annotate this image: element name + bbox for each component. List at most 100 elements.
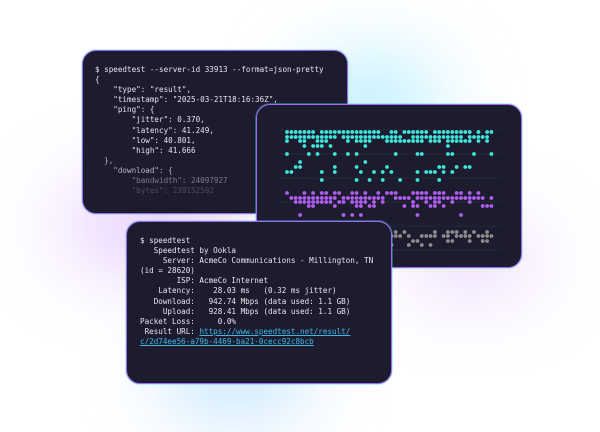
json-line: "type": "result", xyxy=(95,85,192,95)
download-dot xyxy=(459,139,463,143)
json-line: "latency": 41.249, xyxy=(95,125,214,135)
download-dot xyxy=(411,135,415,139)
download-dot xyxy=(354,178,359,182)
upload-dot xyxy=(332,191,337,195)
upload-dot xyxy=(424,200,429,204)
download-dot xyxy=(311,130,315,134)
download-dot xyxy=(380,170,385,174)
latency-dot xyxy=(406,234,411,238)
latency-dot xyxy=(446,234,450,238)
download-dot xyxy=(293,130,298,134)
upload-dot xyxy=(467,200,472,204)
latency-dot xyxy=(419,234,424,238)
json-line: "bytes": 239152592 xyxy=(95,186,214,196)
download-dot xyxy=(463,139,468,143)
upload-dot xyxy=(437,191,442,195)
download-dot xyxy=(385,165,389,169)
download-dot xyxy=(454,135,459,139)
json-line: "ping": { xyxy=(95,105,155,115)
download-dot xyxy=(415,139,420,143)
latency-dot xyxy=(463,230,468,234)
download-dot xyxy=(311,135,315,139)
download-dot xyxy=(446,152,450,156)
download-dot xyxy=(450,170,455,174)
download-dot xyxy=(293,165,298,169)
download-dot xyxy=(359,130,363,134)
upload-dot xyxy=(363,196,368,200)
upload-dot xyxy=(311,196,315,200)
latency-dot xyxy=(463,234,468,238)
download-dot xyxy=(359,135,363,139)
result-url-link-cont[interactable]: c/2d74ee56-a79b-4469-ba21-0cecc92c8bcb xyxy=(140,336,314,346)
upload-dot xyxy=(467,191,472,195)
upload-dot xyxy=(319,191,324,195)
download-dot xyxy=(450,130,455,134)
upload-dot xyxy=(433,196,437,200)
latency-line: Latency: 28.03 ms (0.32 ms jitter) xyxy=(140,286,337,296)
upload-dot xyxy=(324,191,329,195)
result-url-link[interactable]: https://www.speedtest.net/result/ xyxy=(199,326,351,336)
download-dot xyxy=(302,144,307,148)
json-line: { xyxy=(95,75,100,85)
upload-dot xyxy=(372,196,376,200)
latency-dot xyxy=(480,234,485,238)
latency-dot xyxy=(467,234,472,238)
download-dot xyxy=(389,170,394,174)
download-dot xyxy=(324,139,329,143)
upload-dot xyxy=(476,191,481,195)
download-dot xyxy=(433,170,437,174)
download-dot xyxy=(315,135,320,139)
upload-dot xyxy=(476,196,481,200)
download-dot xyxy=(289,135,294,139)
download-dot xyxy=(428,170,433,174)
download-dot xyxy=(467,130,472,134)
download-dot xyxy=(476,130,481,134)
packet-loss-line: Packet Loss: 0.0% xyxy=(140,316,237,326)
download-dot xyxy=(393,130,398,134)
upload-dot xyxy=(398,196,402,200)
upload-dot xyxy=(315,200,320,204)
latency-dot xyxy=(485,234,489,238)
download-dot xyxy=(341,135,346,139)
upload-dot xyxy=(328,196,333,200)
download-dot xyxy=(459,130,463,134)
download-dot xyxy=(332,165,337,169)
download-dot xyxy=(319,139,324,143)
download-dot xyxy=(306,135,311,139)
download-dot xyxy=(441,165,446,169)
download-dot xyxy=(393,152,398,156)
latency-dot xyxy=(485,230,489,234)
latency-dot xyxy=(454,230,459,234)
upload-dot xyxy=(350,213,355,217)
latency-dot xyxy=(450,230,455,234)
upload-dot xyxy=(467,196,472,200)
download-dot xyxy=(319,130,324,134)
latency-dot xyxy=(393,230,398,234)
download-dot xyxy=(467,139,472,143)
download-dot xyxy=(298,139,302,143)
upload-dot xyxy=(393,196,398,200)
download-dot xyxy=(424,130,429,134)
upload-dot xyxy=(346,196,350,200)
download-dot xyxy=(350,130,355,134)
download-dot xyxy=(285,152,289,156)
json-line: "download": { xyxy=(95,165,173,175)
download-dot xyxy=(433,130,437,134)
download-dot xyxy=(402,139,407,143)
cli-output: $ speedtest Speedtest by Ookla Server: A… xyxy=(140,236,373,347)
download-dot xyxy=(415,178,420,182)
upload-dot xyxy=(437,200,442,204)
download-dot xyxy=(406,139,411,143)
download-dot xyxy=(359,139,363,143)
upload-dot xyxy=(306,204,311,208)
download-dot xyxy=(424,135,429,139)
upload-dot xyxy=(380,200,385,204)
upload-dot xyxy=(441,204,446,208)
download-dot xyxy=(472,135,476,139)
upload-dot xyxy=(415,204,420,208)
latency-dot xyxy=(480,239,485,243)
latency-dot xyxy=(393,234,398,238)
server-line: Server: AcmeCo Communications - Millingt… xyxy=(140,256,374,266)
upload-dot xyxy=(489,204,494,208)
latency-dot xyxy=(450,239,455,243)
